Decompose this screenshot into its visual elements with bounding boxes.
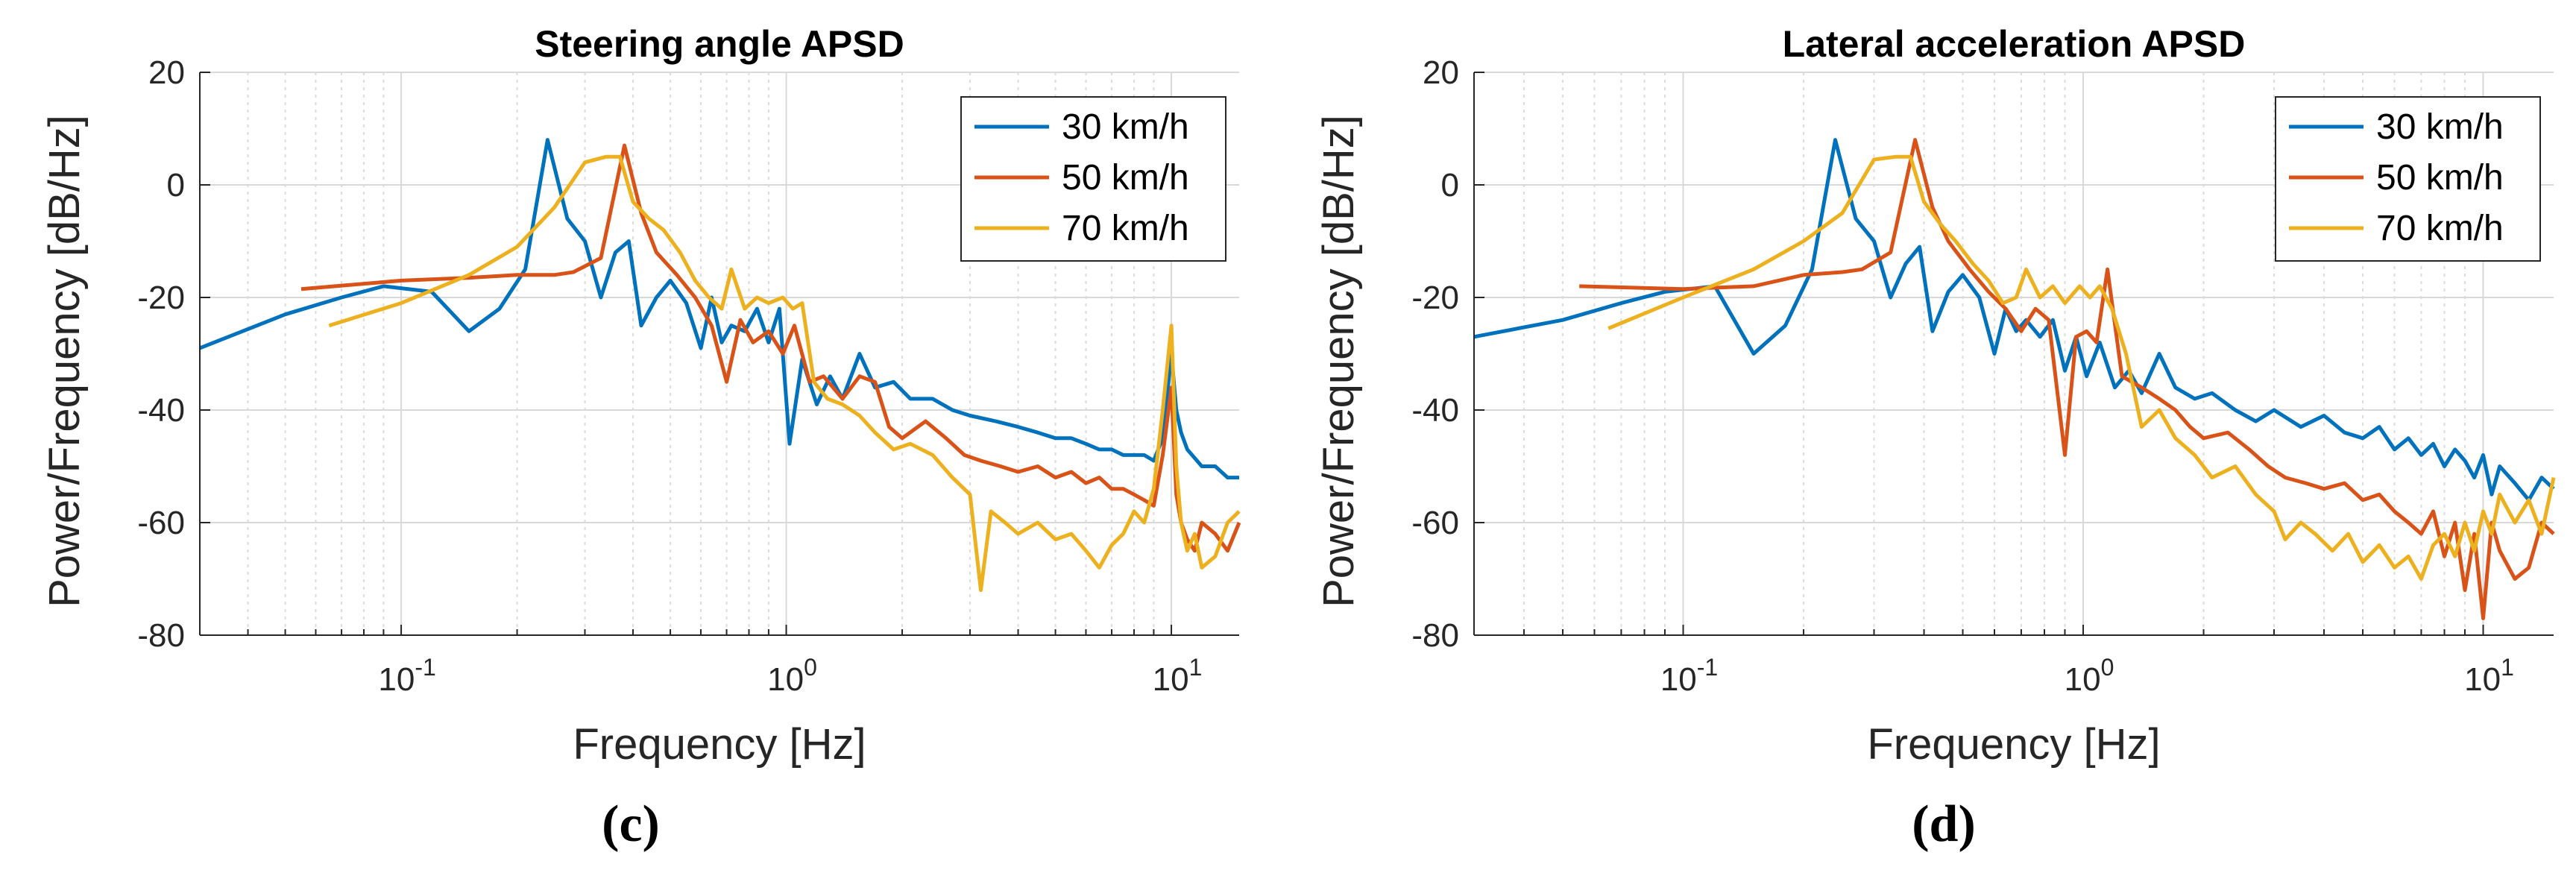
x-axis-label: Frequency [Hz] xyxy=(573,720,866,769)
y-tick-label: -60 xyxy=(1411,505,1459,541)
y-axis-label: Power/Frequency [dB/Hz] xyxy=(1314,115,1363,608)
legend: 30 km/h 50 km/h 70 km/h xyxy=(2276,97,2540,261)
y-tick-label: -80 xyxy=(1411,617,1459,654)
chart-steering-angle: 20 0 -20 -40 -60 -80 10-1 100 101 Frequency [Hz] P… xyxy=(40,23,1239,853)
y-tick-label: -40 xyxy=(137,392,185,429)
x-tick-label: 101 xyxy=(1153,654,1203,698)
legend-entry: 70 km/h xyxy=(1062,209,1189,248)
x-tick-label: 101 xyxy=(2464,654,2514,698)
y-axis-label: Power/Frequency [dB/Hz] xyxy=(40,115,89,608)
chart-title: Lateral acceleration APSD xyxy=(1783,23,2246,65)
x-tick-label: 10-1 xyxy=(1660,654,1718,698)
chart-lateral-acceleration: 20 0 -20 -40 -60 -80 10-1 100 101 Frequency [Hz] P… xyxy=(1314,23,2554,853)
y-tick-label: -40 xyxy=(1411,392,1459,429)
panel-label: (c) xyxy=(602,795,660,853)
x-tick-label: 100 xyxy=(767,654,817,698)
y-tick-label: -80 xyxy=(137,617,185,654)
y-tick-label: 0 xyxy=(167,167,185,204)
x-axis-label: Frequency [Hz] xyxy=(1867,720,2160,769)
y-tick-label: -20 xyxy=(1411,280,1459,316)
y-tick-label: -20 xyxy=(137,280,185,316)
y-tick-label: -60 xyxy=(137,505,185,541)
figure: 20 0 -20 -40 -60 -80 10-1 100 101 Frequency [Hz] P… xyxy=(0,0,2576,870)
x-tick-label: 10-1 xyxy=(378,654,435,698)
chart-title: Steering angle APSD xyxy=(535,23,904,65)
legend-entry: 30 km/h xyxy=(2376,107,2504,147)
panel-label: (d) xyxy=(1912,795,1976,853)
y-tick-label: 0 xyxy=(1441,167,1459,204)
legend-entry: 50 km/h xyxy=(1062,158,1189,198)
y-tick-label: 20 xyxy=(148,54,185,91)
legend: 30 km/h 50 km/h 70 km/h xyxy=(961,97,1226,261)
x-tick-label: 100 xyxy=(2065,654,2114,698)
legend-entry: 70 km/h xyxy=(2376,209,2504,248)
legend-entry: 50 km/h xyxy=(2376,158,2504,198)
y-tick-label: 20 xyxy=(1423,54,1459,91)
legend-entry: 30 km/h xyxy=(1062,107,1189,147)
